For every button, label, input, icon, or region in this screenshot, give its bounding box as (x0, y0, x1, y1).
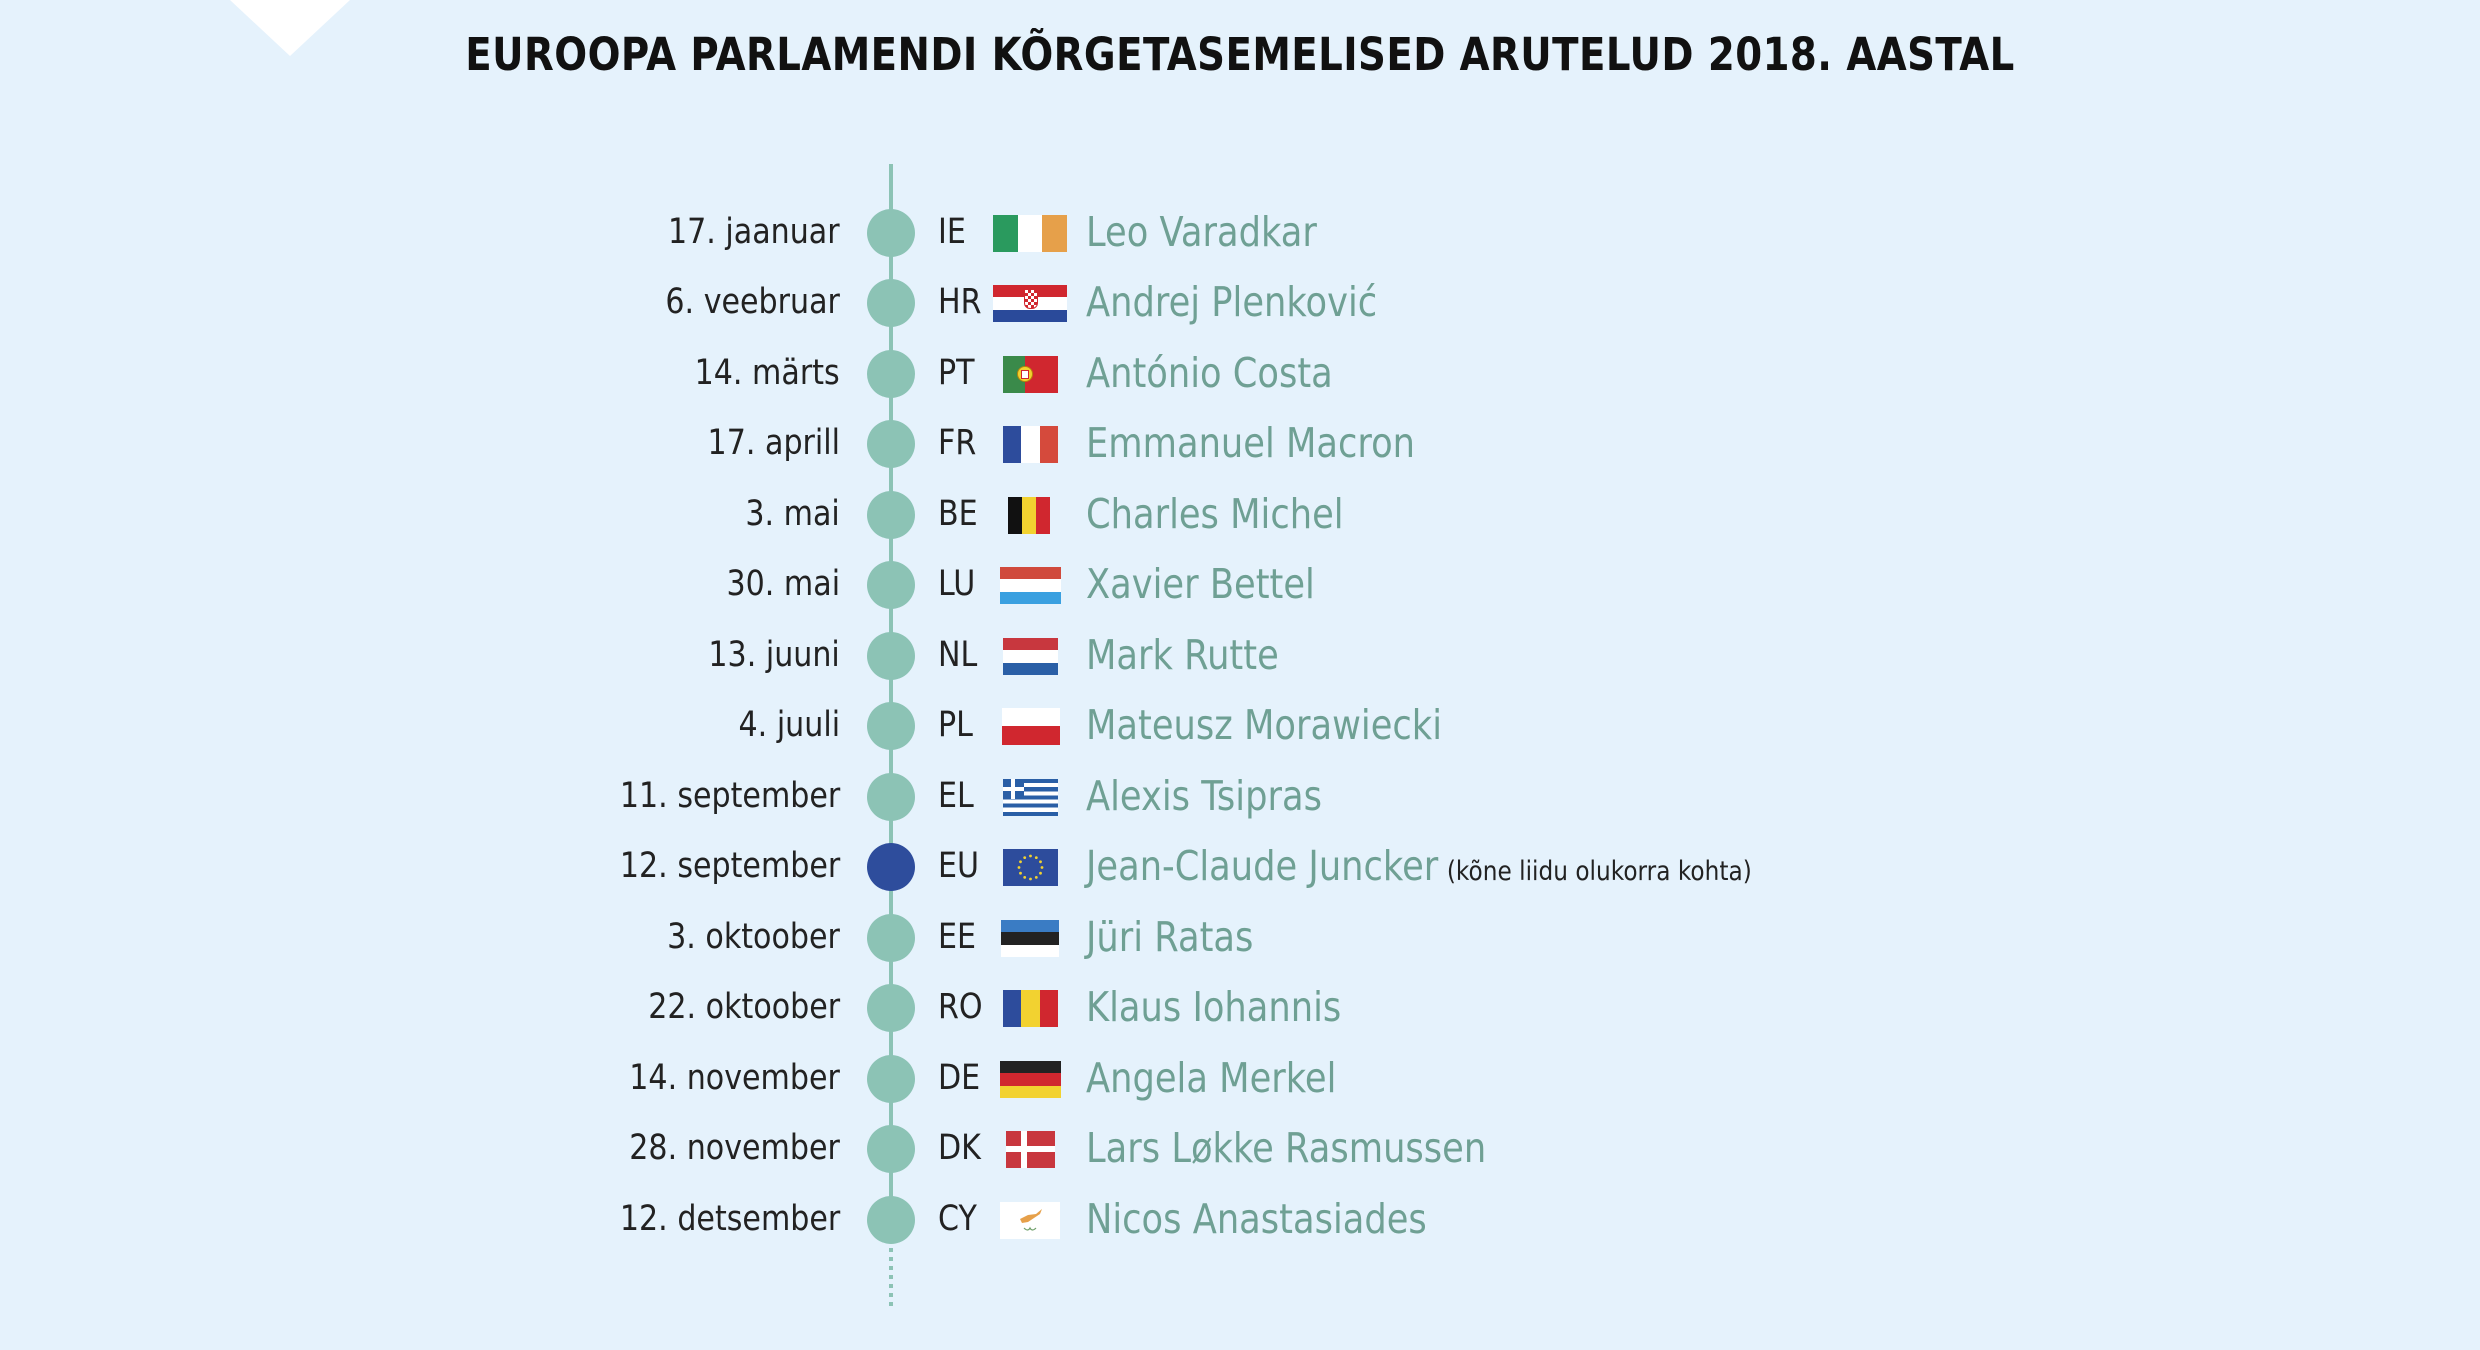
timeline-marker (867, 773, 915, 821)
timeline-row: 6. veebruar HR Andrej Plenković (0, 268, 2480, 338)
eu-flag-icon (1003, 849, 1058, 886)
timeline-marker (867, 491, 915, 539)
page-title: EUROOPA PARLAMENDI KÕRGETASEMELISED ARUT… (465, 28, 2015, 81)
speaker-name: Alexis Tsipras (1086, 772, 1322, 820)
speaker-name: Xavier Bettel (1086, 560, 1315, 608)
event-date: 12. september (619, 846, 840, 886)
speaker-name: Lars Løkke Rasmussen (1086, 1124, 1487, 1172)
event-date: 3. mai (745, 494, 840, 534)
croatia-flag-icon (993, 285, 1067, 322)
timeline-marker (867, 1196, 915, 1244)
timeline-row: 14. märts PT António Costa (0, 339, 2480, 409)
timeline-marker (867, 914, 915, 962)
country-code: FR (938, 423, 977, 463)
belgium-flag-icon (1008, 497, 1050, 534)
timeline-row: 17. aprill FR Emmanuel Macron (0, 409, 2480, 479)
country-code: EU (938, 846, 980, 886)
event-date: 30. mai (726, 564, 840, 604)
timeline-marker (867, 561, 915, 609)
country-code: RO (938, 987, 983, 1027)
timeline-row: 13. juuni NL Mark Rutte (0, 621, 2480, 691)
germany-flag-icon (1000, 1061, 1061, 1098)
speaker-name: Charles Michel (1086, 490, 1344, 538)
timeline-row: 22. oktoober RO Klaus Iohannis (0, 973, 2480, 1043)
luxembourg-flag-icon (1000, 567, 1061, 604)
timeline-marker (867, 279, 915, 327)
greece-flag-icon (1003, 779, 1058, 816)
cyprus-flag-icon (1000, 1202, 1060, 1239)
france-flag-icon (1003, 426, 1058, 463)
speaker-name: Andrej Plenković (1086, 278, 1378, 326)
timeline-row: 28. november DK Lars Løkke Rasmussen (0, 1114, 2480, 1184)
timeline-marker (867, 1125, 915, 1173)
timeline-marker (867, 209, 915, 257)
eu-stars-icon (1017, 854, 1044, 881)
cyprus-island-icon (1020, 1209, 1042, 1231)
timeline-continuation-dots (889, 1248, 893, 1306)
event-date: 14. november (629, 1058, 840, 1098)
event-date: 13. juuni (708, 635, 840, 675)
timeline-row: 3. mai BE Charles Michel (0, 480, 2480, 550)
speaker-name: Mateusz Morawiecki (1086, 701, 1443, 749)
event-date: 22. oktoober (648, 987, 840, 1027)
country-code: PT (938, 353, 975, 393)
speaker-name: Jüri Ratas (1086, 913, 1254, 961)
timeline-row: 17. jaanuar IE Leo Varadkar (0, 198, 2480, 268)
timeline-marker (867, 632, 915, 680)
romania-flag-icon (1003, 990, 1058, 1027)
timeline-line (889, 164, 893, 1224)
country-code: EE (938, 917, 977, 957)
timeline-marker (867, 1055, 915, 1103)
country-code: BE (938, 494, 978, 534)
country-code: EL (938, 776, 974, 816)
speaker-name: Angela Merkel (1086, 1054, 1337, 1102)
speaker-name: Leo Varadkar (1086, 208, 1317, 256)
ireland-flag-icon (993, 215, 1067, 252)
speaker-name: Emmanuel Macron (1086, 419, 1416, 467)
portugal-flag-icon (1003, 356, 1058, 393)
timeline-row: 12. detsember CY Nicos Anastasiades (0, 1185, 2480, 1255)
timeline-marker (867, 702, 915, 750)
speech-note: (kõne liidu olukorra kohta) (1446, 856, 1752, 887)
event-date: 17. jaanuar (668, 212, 840, 252)
event-date: 28. november (629, 1128, 840, 1168)
denmark-flag-icon (1006, 1131, 1055, 1168)
timeline-row: 30. mai LU Xavier Bettel (0, 550, 2480, 620)
timeline-marker (867, 984, 915, 1032)
country-code: LU (938, 564, 976, 604)
event-date: 12. detsember (619, 1199, 840, 1239)
netherlands-flag-icon (1003, 638, 1058, 675)
country-code: DE (938, 1058, 981, 1098)
country-code: CY (938, 1199, 977, 1239)
timeline-row: 3. oktoober EE Jüri Ratas (0, 903, 2480, 973)
speaker-name: António Costa (1086, 349, 1333, 397)
event-date: 4. juuli (738, 705, 840, 745)
speaker-name-text: Jean-Claude Juncker (1086, 842, 1439, 890)
speaker-name: Nicos Anastasiades (1086, 1195, 1427, 1243)
speaker-name: Mark Rutte (1086, 631, 1279, 679)
timeline-row: 14. november DE Angela Merkel (0, 1044, 2480, 1114)
timeline-row: 12. september EU Jean-Claude Juncker (kõn… (0, 832, 2480, 902)
timeline-row: 11. september EL Alexis Tsipras (0, 762, 2480, 832)
timeline-marker (867, 420, 915, 468)
speaker-name: Klaus Iohannis (1086, 983, 1342, 1031)
event-date: 14. märts (694, 353, 840, 393)
event-date: 3. oktoober (667, 917, 840, 957)
event-date: 17. aprill (707, 423, 840, 463)
corner-triangle-decoration (230, 0, 350, 56)
timeline-row: 4. juuli PL Mateusz Morawiecki (0, 691, 2480, 761)
country-code: IE (938, 212, 966, 252)
speaker-name: Jean-Claude Juncker (kõne liidu olukorra … (1086, 842, 1752, 890)
country-code: HR (938, 282, 982, 322)
country-code: NL (938, 635, 978, 675)
timeline-marker-highlighted (867, 843, 915, 891)
estonia-flag-icon (1001, 920, 1059, 957)
poland-flag-icon (1002, 708, 1060, 745)
country-code: PL (938, 705, 973, 745)
timeline-marker (867, 350, 915, 398)
event-date: 11. september (619, 776, 840, 816)
country-code: DK (938, 1128, 981, 1168)
event-date: 6. veebruar (665, 282, 840, 322)
